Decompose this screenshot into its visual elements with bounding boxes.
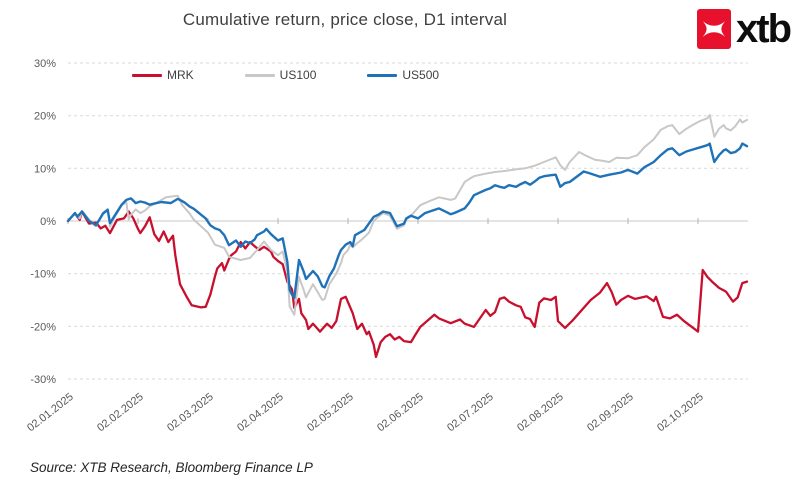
y-axis-label: -30% [30, 374, 56, 386]
source-note: Source: XTB Research, Bloomberg Finance … [30, 460, 313, 475]
series-line-US100 [67, 114, 748, 316]
x-axis-label: 02.06.2025 [375, 391, 426, 434]
legend-label: MRK [167, 68, 194, 82]
x-axis-label: 02.08.2025 [515, 391, 566, 434]
y-axis-label: 30% [34, 58, 56, 70]
legend-swatch-us500 [367, 73, 398, 77]
legend-label: US500 [402, 68, 440, 82]
legend-item-us500: US500 [367, 68, 439, 82]
y-axis-label: -20% [30, 321, 56, 333]
x-axis-label: 02.09.2025 [585, 391, 636, 434]
chart-title: Cumulative return, price close, D1 inter… [182, 10, 508, 29]
y-axis-label: 10% [34, 163, 56, 175]
chart-legend: MRK US100 US500 [132, 68, 439, 82]
xtb-logo-icon [697, 9, 731, 49]
xtb-logo: xtb [697, 7, 792, 51]
xtb-logo-text: xtb [736, 7, 792, 51]
legend-label: US100 [279, 68, 317, 82]
y-axis-label: 0% [40, 216, 56, 228]
y-axis-label: 20% [34, 111, 56, 123]
x-axis-label: 02.03.2025 [165, 391, 216, 434]
x-axis-label: 02.04.2025 [235, 391, 286, 434]
series-line-US500 [66, 142, 749, 300]
line-chart: 02.01.2025 02.02.2025 02.03.2025 02.04.2025… [25, 58, 749, 434]
x-axis-label: 02.02.2025 [95, 391, 146, 434]
x-axis-label: 02.07.2025 [445, 391, 496, 434]
chart-area: 02.01.2025 02.02.2025 02.03.2025 02.04.2025… [25, 58, 749, 434]
x-axis-label: 02.10.2025 [655, 391, 706, 434]
x-axis-label: 02.01.2025 [25, 391, 76, 434]
legend-item-mrk: MRK [132, 68, 194, 82]
legend-item-us100: US100 [244, 68, 317, 82]
x-axis-label: 02.05.2025 [305, 391, 356, 434]
y-axis-label: -10% [30, 269, 56, 281]
legend-swatch-us100 [244, 73, 275, 77]
legend-swatch-mrk [132, 73, 162, 77]
series-line-MRK [66, 210, 749, 359]
